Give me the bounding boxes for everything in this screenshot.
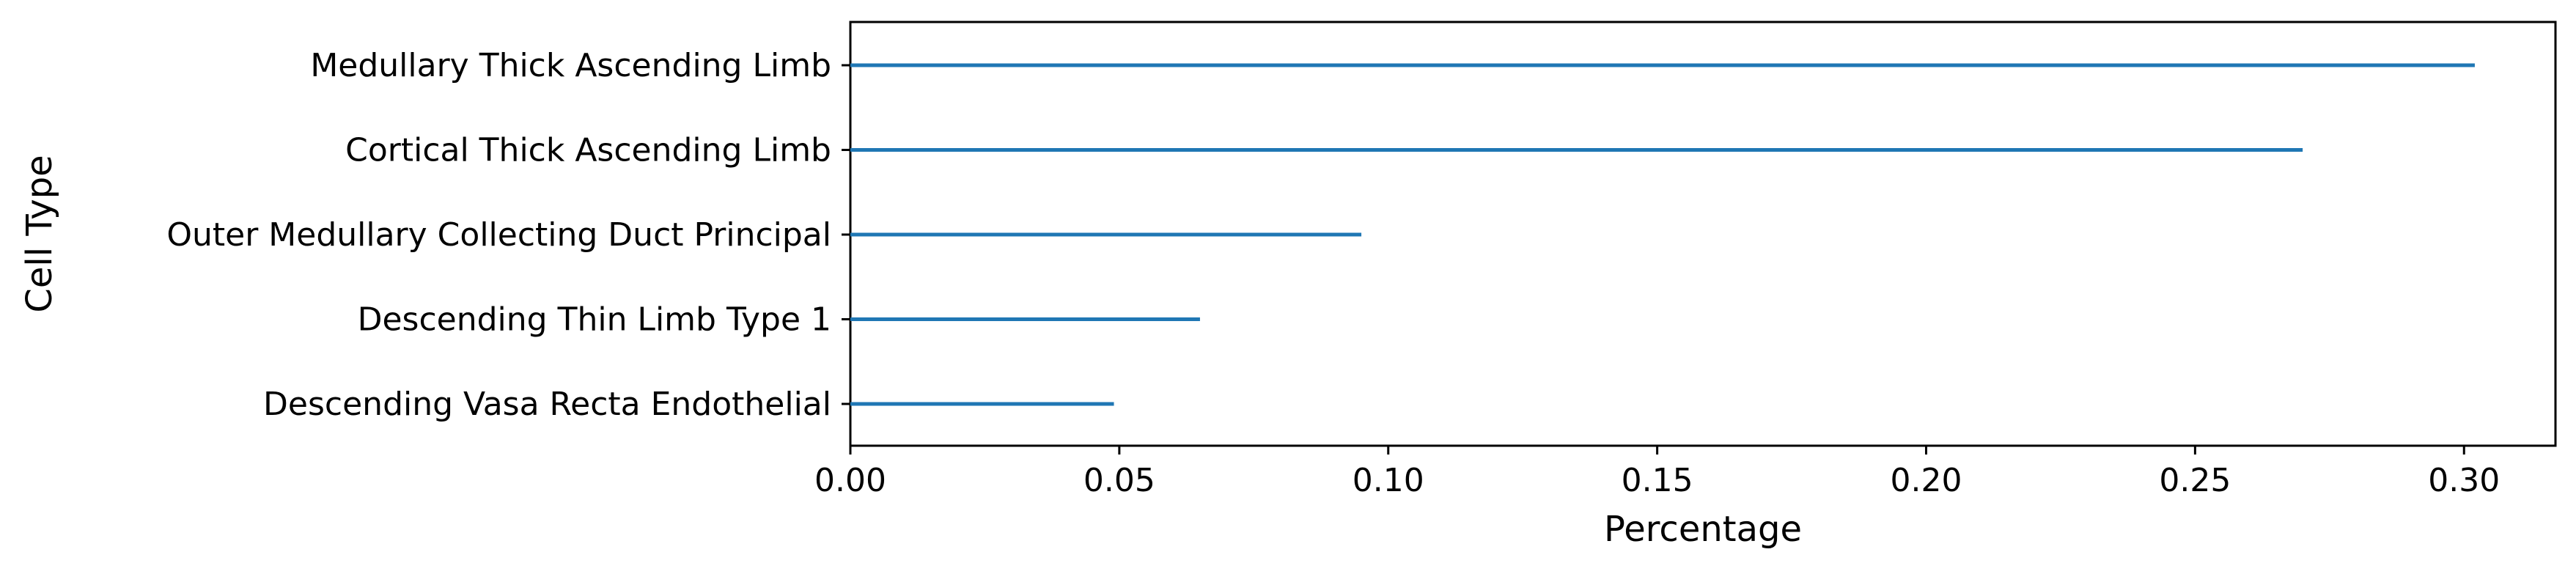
x-tick-label: 0.00 — [814, 462, 886, 499]
x-axis: 0.00 0.05 0.10 0.15 0.20 0.25 0.30 — [814, 446, 2500, 499]
x-tick-label: 0.20 — [1891, 462, 1962, 499]
x-tick-label: 0.10 — [1353, 462, 1424, 499]
y-tick-label: Descending Vasa Recta Endothelial — [263, 386, 831, 423]
bars-group — [850, 63, 2475, 406]
x-tick-label: 0.15 — [1622, 462, 1693, 499]
y-tick-label: Descending Thin Limb Type 1 — [358, 301, 831, 339]
y-axis: Medullary Thick Ascending Limb Cortical T… — [166, 47, 850, 423]
bar — [850, 317, 1200, 321]
bar — [850, 402, 1114, 406]
bar — [850, 63, 2475, 67]
x-axis-label: Percentage — [1604, 509, 1802, 550]
x-tick-label: 0.25 — [2159, 462, 2231, 499]
x-tick-label: 0.05 — [1083, 462, 1155, 499]
x-tick-label: 0.30 — [2428, 462, 2500, 499]
y-axis-label: Cell Type — [19, 155, 60, 312]
bar — [850, 232, 1362, 237]
bar — [850, 148, 2303, 152]
y-tick-label: Cortical Thick Ascending Limb — [345, 132, 831, 169]
y-tick-label: Medullary Thick Ascending Limb — [310, 47, 831, 84]
y-tick-label: Outer Medullary Collecting Duct Principa… — [166, 216, 831, 254]
